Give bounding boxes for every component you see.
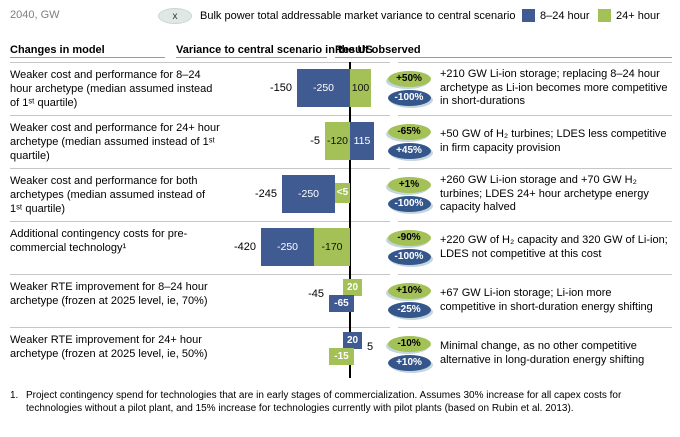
variance-badges: +1% -100%	[386, 177, 432, 212]
row-divider	[398, 221, 672, 222]
variance-marker-icon: x	[158, 8, 192, 24]
footnote: 1. Project contingency spend for technol…	[10, 389, 672, 415]
result-observed-text: +210 GW Li-ion storage; replacing 8–24 h…	[440, 68, 668, 108]
result-cell: +1% -100% +260 GW Li-ion storage and +70 G…	[386, 168, 672, 221]
change-in-model-label: Weaker cost and performance for 8–24 hou…	[10, 69, 213, 109]
change-in-model-label: Weaker RTE improvement for 8–24 hour arc…	[10, 281, 208, 307]
result-observed-text: +260 GW Li-ion storage and +70 GW H₂ tur…	[440, 174, 649, 214]
variance-badge-blue: +10%	[387, 355, 431, 371]
legend-swatch-8-24-icon	[522, 9, 535, 22]
table-row: Weaker cost and performance for 8–24 hou…	[10, 62, 672, 115]
table-row: Weaker RTE improvement for 8–24 hour arc…	[10, 274, 672, 327]
bar-segment-green: 100	[350, 69, 371, 107]
result-observed-text: +50 GW of H₂ turbines; LDES less competi…	[440, 128, 667, 154]
change-in-model-label: Weaker cost and performance for 24+ hour…	[10, 122, 220, 162]
variance-badges: +10% -25%	[386, 283, 432, 318]
header-underline	[10, 57, 165, 58]
variance-badge-blue: -100%	[387, 249, 431, 265]
header-underline	[335, 57, 672, 58]
net-variance-label: -45	[308, 288, 324, 300]
variance-badge-green: +1%	[387, 177, 431, 193]
footnote-text: Project contingency spend for technologi…	[26, 390, 622, 414]
net-variance-label: -245	[254, 188, 277, 200]
change-in-model-label: Additional contingency costs for pre-com…	[10, 228, 188, 254]
variance-bar-cell: -250 -170 -420	[230, 221, 400, 274]
variance-bar-cell: -250 <5 -245	[230, 168, 400, 221]
row-divider	[10, 168, 390, 169]
row-divider	[398, 115, 672, 116]
rows-container: Weaker cost and performance for 8–24 hou…	[10, 62, 672, 380]
variance-badge-blue: -100%	[387, 90, 431, 106]
variance-badge-blue: -25%	[387, 302, 431, 318]
bar-segment-blue: -250	[282, 175, 335, 213]
row-divider	[398, 274, 672, 275]
result-cell: +10% -25% +67 GW Li-ion storage; Li-ion mo…	[386, 274, 672, 327]
bar-segment-green: 20	[343, 279, 362, 296]
header-underline	[176, 57, 327, 58]
bar-segment-blue: -250	[297, 69, 350, 107]
column-header-variance: Variance to central scenario in the US	[176, 44, 373, 56]
row-divider	[10, 221, 390, 222]
result-cell: -90% -100% +220 GW of H₂ capacity and 320 …	[386, 221, 672, 274]
variance-bar-cell: 20 -15 5	[230, 327, 400, 380]
row-divider	[398, 327, 672, 328]
variance-badges: -90% -100%	[386, 230, 432, 265]
variance-badge-blue: +45%	[387, 143, 431, 159]
result-cell: -10% +10% Minimal change, as no other comp…	[386, 327, 672, 380]
axis-line	[349, 62, 351, 378]
result-observed-text: +220 GW of H₂ capacity and 320 GW of Li-…	[440, 234, 668, 260]
variance-badges: +50% -100%	[386, 71, 432, 106]
row-divider	[398, 168, 672, 169]
variance-badge-green: -10%	[387, 336, 431, 352]
table-row: Additional contingency costs for pre-com…	[10, 221, 672, 274]
bar-segment-green: -120	[325, 122, 350, 160]
table-row: Weaker cost and performance for both arc…	[10, 168, 672, 221]
variance-badge-green: -65%	[387, 124, 431, 140]
net-variance-label: 5	[367, 341, 374, 353]
legend-swatch-24plus-icon	[598, 9, 611, 22]
column-header-changes: Changes in model	[10, 44, 105, 56]
bar-segment-green: <5	[335, 183, 350, 203]
variance-badge-green: -90%	[387, 230, 431, 246]
row-divider	[398, 62, 672, 63]
bar-segment-blue: 115	[350, 122, 374, 160]
variance-badge-green: +10%	[387, 283, 431, 299]
column-header-result: Result observed	[335, 44, 421, 56]
bar-segment-blue: -250	[261, 228, 314, 266]
unit-label: 2040, GW	[10, 9, 60, 21]
row-divider	[10, 327, 390, 328]
footnote-marker: 1.	[10, 390, 19, 401]
variance-bar-cell: -120 115 -5	[230, 115, 400, 168]
variance-badge-green: +50%	[387, 71, 431, 87]
row-divider	[10, 115, 390, 116]
result-cell: +50% -100% +210 GW Li-ion storage; replaci…	[386, 62, 672, 115]
bar-segment-green: -15	[329, 348, 354, 365]
table-row: Weaker cost and performance for 24+ hour…	[10, 115, 672, 168]
net-variance-label: -150	[269, 82, 292, 94]
result-cell: -65% +45% +50 GW of H₂ turbines; LDES less…	[386, 115, 672, 168]
bar-segment-blue: -65	[329, 295, 354, 312]
bar-segment-green: -170	[314, 228, 350, 266]
variance-bar-cell: -250 100 -150	[230, 62, 400, 115]
variance-badge-blue: -100%	[387, 196, 431, 212]
bar-segment-blue: 20	[343, 332, 362, 349]
variance-bar-cell: 20 -65 -45	[230, 274, 400, 327]
variance-badges: -65% +45%	[386, 124, 432, 159]
net-variance-label: -420	[233, 241, 256, 253]
change-in-model-label: Weaker cost and performance for both arc…	[10, 175, 206, 215]
change-in-model-label: Weaker RTE improvement for 24+ hour arch…	[10, 334, 208, 360]
legend-caption: Bulk power total addressable market vari…	[200, 10, 516, 22]
row-divider	[10, 62, 390, 63]
result-observed-text: +67 GW Li-ion storage; Li-ion more compe…	[440, 287, 653, 313]
table-row: Weaker RTE improvement for 24+ hour arch…	[10, 327, 672, 380]
legend-series-8-24-label: 8–24 hour	[540, 10, 590, 22]
net-variance-label: -5	[310, 135, 320, 147]
legend-series-24plus-label: 24+ hour	[616, 10, 660, 22]
result-observed-text: Minimal change, as no other competitive …	[440, 340, 645, 366]
row-divider	[10, 274, 390, 275]
variance-badges: -10% +10%	[386, 336, 432, 371]
